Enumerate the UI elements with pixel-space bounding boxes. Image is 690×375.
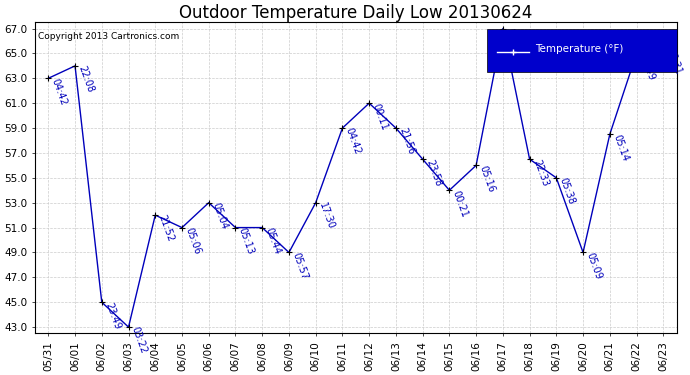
Text: 05:06: 05:06 — [184, 226, 202, 256]
FancyBboxPatch shape — [487, 28, 677, 72]
Text: 04:42: 04:42 — [344, 127, 363, 156]
Text: 07:31: 07:31 — [664, 46, 684, 75]
Text: 17:30: 17:30 — [317, 201, 336, 231]
Text: 05:57: 05:57 — [290, 251, 309, 281]
Text: 21:56: 21:56 — [397, 127, 416, 156]
Text: 22:33: 22:33 — [531, 158, 550, 188]
Text: 05:13: 05:13 — [237, 226, 256, 256]
Text: 05:04: 05:04 — [210, 201, 229, 231]
Text: 00:11: 00:11 — [371, 102, 389, 131]
Text: 03:22: 03:22 — [130, 326, 149, 356]
Text: 04:49: 04:49 — [638, 52, 657, 81]
Text: 22:08: 22:08 — [77, 64, 95, 94]
Text: 04:42: 04:42 — [50, 77, 68, 106]
Text: Copyright 2013 Cartronics.com: Copyright 2013 Cartronics.com — [38, 32, 179, 40]
Text: Temperature (°F): Temperature (°F) — [535, 44, 624, 54]
Title: Outdoor Temperature Daily Low 20130624: Outdoor Temperature Daily Low 20130624 — [179, 4, 533, 22]
Text: 05:14: 05:14 — [611, 133, 630, 162]
Text: 21:52: 21:52 — [157, 214, 176, 244]
Text: 23:58: 23:58 — [424, 158, 443, 188]
Text: 05:38: 05:38 — [558, 176, 577, 206]
Text: 23:49: 23:49 — [104, 301, 122, 330]
Text: 05:16: 05:16 — [477, 164, 496, 194]
Text: 05:09: 05:09 — [584, 251, 603, 281]
Text: 05:44: 05:44 — [264, 226, 282, 256]
Text: 05:10: 05:10 — [504, 27, 523, 57]
Text: 00:21: 00:21 — [451, 189, 470, 219]
